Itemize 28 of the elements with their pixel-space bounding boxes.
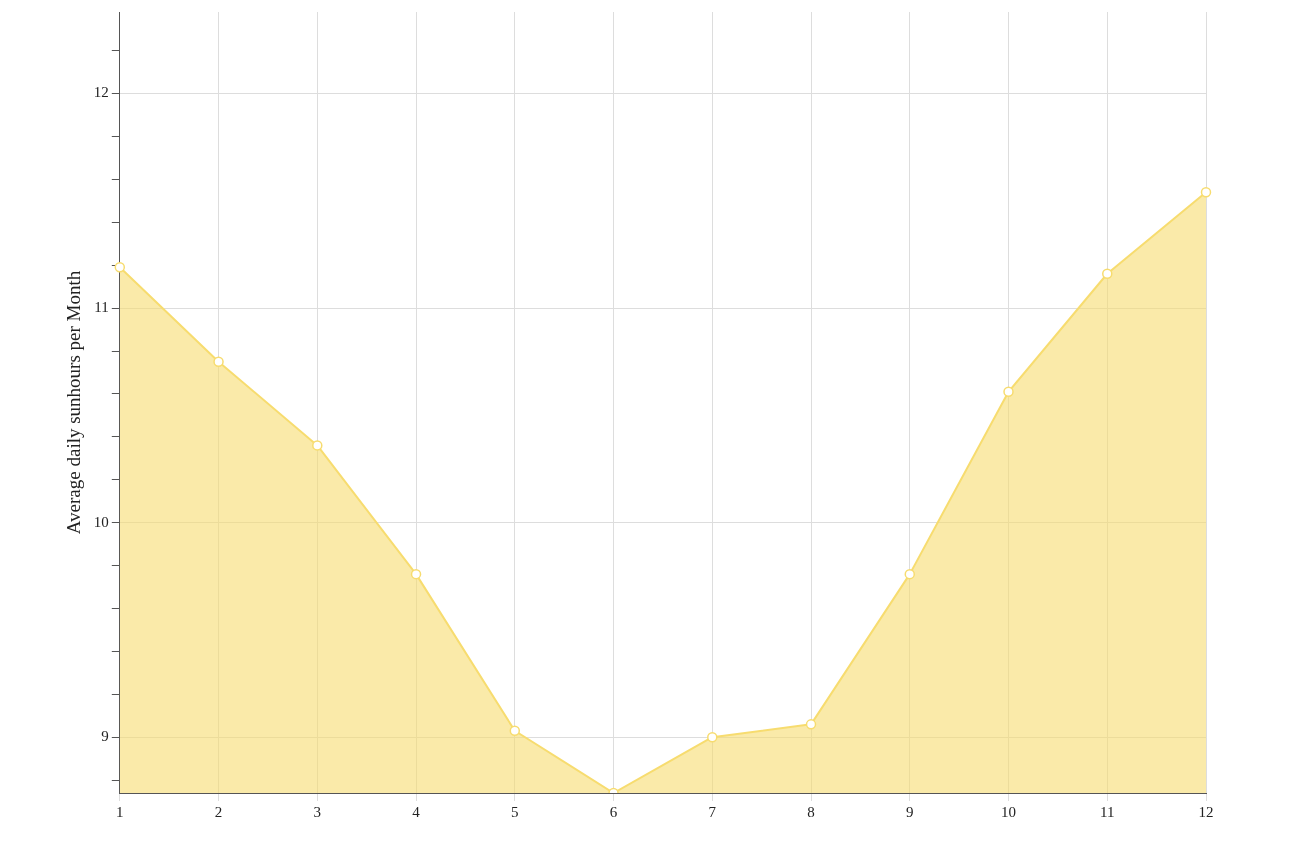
point	[904, 568, 916, 580]
point	[312, 440, 323, 451]
x-tick-label: 10	[1001, 803, 1017, 820]
x-tick-label: 5	[511, 803, 519, 820]
y-tick-label: 10	[93, 513, 109, 530]
point	[1102, 268, 1113, 280]
point	[1200, 186, 1212, 198]
x-tick-label: 9	[906, 803, 914, 820]
x-tick-label: 8	[807, 803, 815, 820]
point	[805, 719, 817, 730]
y-tick-label: 11	[94, 299, 109, 316]
x-tick-label: 2	[214, 803, 223, 820]
x-tick-label: 4	[412, 803, 421, 820]
x-tick-label: 1	[116, 803, 124, 820]
x-tick-label: 3	[313, 803, 322, 820]
x-tick-label: 7	[708, 803, 717, 820]
point	[1003, 386, 1014, 398]
point	[509, 725, 521, 737]
x-tick-label: 12	[1198, 803, 1214, 820]
point	[410, 568, 422, 580]
x-tick-label: 11	[1100, 803, 1115, 820]
point	[114, 262, 126, 273]
point	[707, 731, 718, 743]
y-tick-label: 12	[93, 84, 109, 101]
x-tick-label: 6	[609, 803, 618, 820]
y-axis-title: Average daily sunhours per Month	[63, 270, 85, 535]
y-tick-label: 9	[101, 728, 109, 745]
point	[213, 356, 224, 367]
